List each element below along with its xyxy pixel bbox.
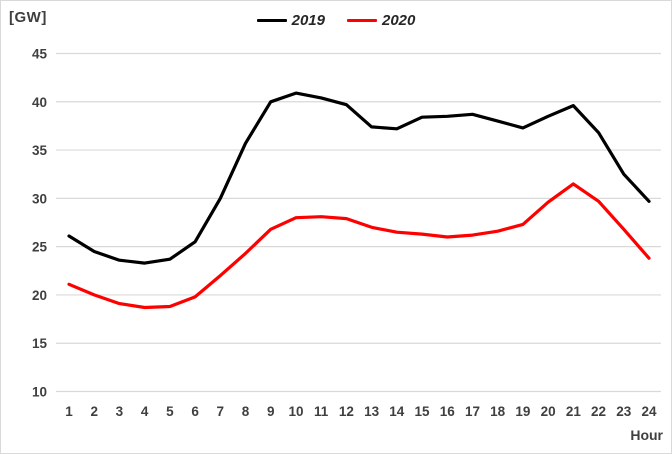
x-tick-label: 20 xyxy=(541,404,556,419)
series-line-2019 xyxy=(67,91,651,265)
x-tick-label: 17 xyxy=(465,404,480,419)
x-tick-label: 11 xyxy=(314,404,329,419)
y-tick-label: 25 xyxy=(32,240,48,255)
x-tick-label: 1 xyxy=(65,404,73,419)
x-tick-label: 4 xyxy=(141,404,149,419)
x-tick-label: 13 xyxy=(364,404,380,419)
y-tick-label: 35 xyxy=(32,143,48,158)
x-tick-label: 12 xyxy=(339,404,354,419)
x-tick-label: 18 xyxy=(490,404,506,419)
y-tick-label: 10 xyxy=(32,385,47,400)
x-tick-label: 21 xyxy=(566,404,582,419)
x-tick-label: 19 xyxy=(515,404,530,419)
x-tick-label: 8 xyxy=(242,404,250,419)
y-tick-label: 40 xyxy=(32,95,47,110)
x-tick-label: 2 xyxy=(90,404,98,419)
y-axis-unit-label: [GW] xyxy=(9,9,47,26)
x-tick-label: 6 xyxy=(191,404,199,419)
x-tick-label: 9 xyxy=(267,404,275,419)
y-tick-label: 15 xyxy=(32,336,48,351)
series-line-2020 xyxy=(67,182,651,310)
x-tick-label: 24 xyxy=(641,404,657,419)
x-tick-label: 23 xyxy=(616,404,632,419)
x-tick-label: 15 xyxy=(415,404,431,419)
x-tick-label: 16 xyxy=(440,404,456,419)
y-tick-label: 20 xyxy=(32,288,47,303)
x-axis-title: Hour xyxy=(630,427,663,443)
x-tick-label: 5 xyxy=(166,404,174,419)
y-tick-label: 30 xyxy=(32,191,47,206)
x-tick-label: 7 xyxy=(217,404,225,419)
x-tick-label: 14 xyxy=(389,404,405,419)
x-tick-label: 10 xyxy=(288,404,303,419)
x-tick-label: 3 xyxy=(116,404,124,419)
x-tick-label: 22 xyxy=(591,404,606,419)
y-tick-label: 45 xyxy=(32,47,48,62)
